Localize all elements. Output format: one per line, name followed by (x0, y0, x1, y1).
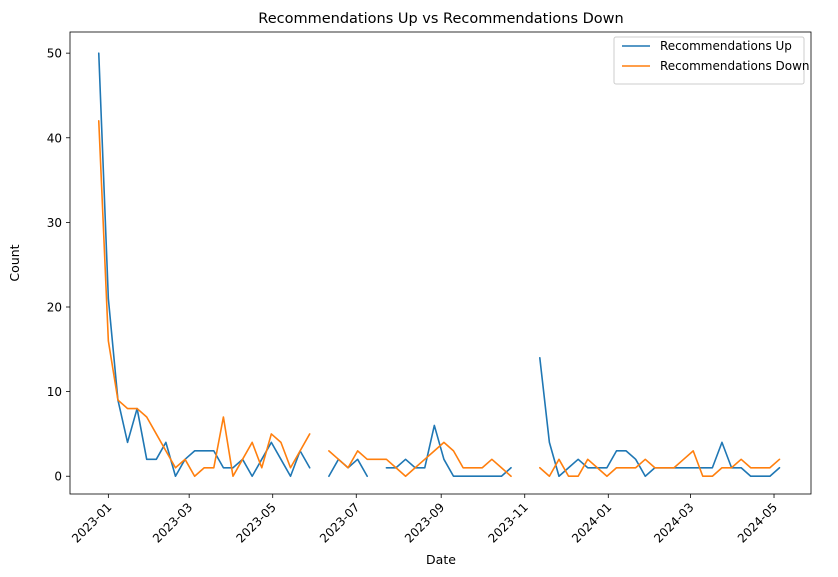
y-tick-label: 40 (47, 131, 62, 145)
legend-label: Recommendations Down (660, 59, 810, 73)
legend-box (613, 36, 805, 85)
y-tick-label: 50 (47, 47, 62, 61)
y-tick-label: 0 (54, 470, 62, 484)
y-axis-label: Count (7, 244, 22, 281)
legend-label: Recommendations Up (660, 39, 792, 53)
y-tick-label: 10 (47, 385, 62, 399)
legend: Recommendations Up Recommendations Down (613, 36, 810, 85)
plot-frame (69, 31, 812, 495)
y-axis: 0 10 20 30 40 50 (47, 47, 70, 484)
series-layer (97, 52, 781, 478)
y-tick-label: 30 (47, 216, 62, 230)
series-line-recommendations-down (97, 120, 781, 478)
y-tick-label: 20 (47, 301, 62, 315)
chart-title: Recommendations Up vs Recommendations Do… (258, 11, 623, 27)
x-axis-label: Date (426, 552, 456, 567)
